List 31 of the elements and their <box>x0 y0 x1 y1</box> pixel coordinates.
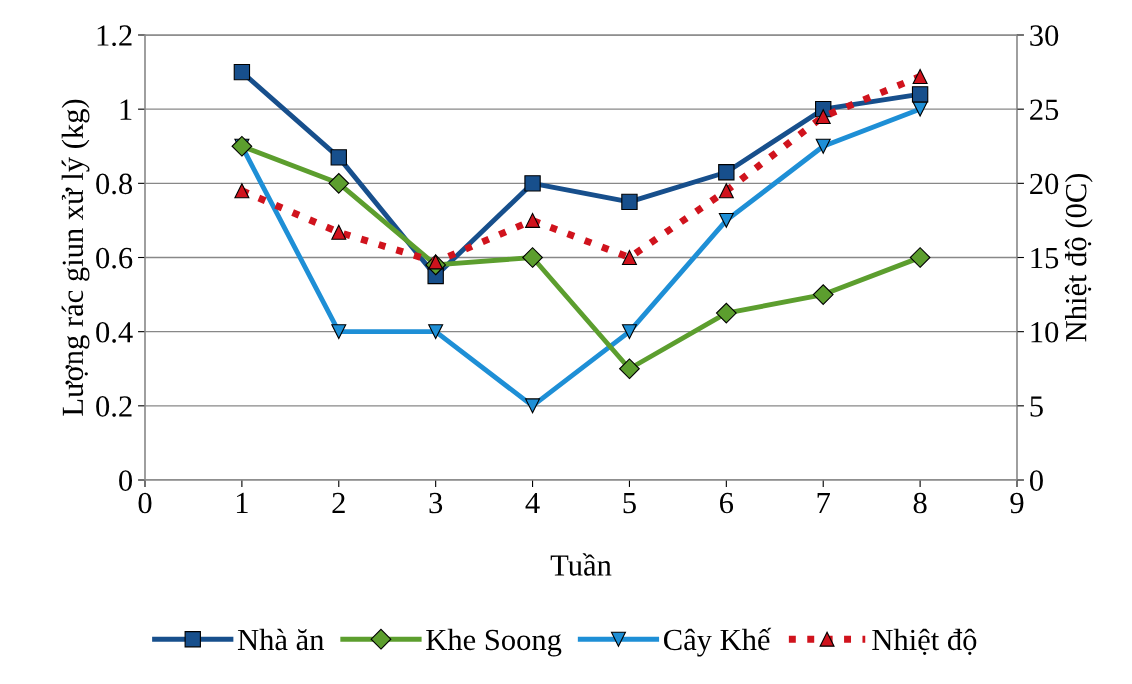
y2-tick-label: 10 <box>1031 321 1059 343</box>
y-tick-label: 1.2 <box>97 25 132 47</box>
y-tick-label: 0.2 <box>96 396 132 417</box>
legend-label: Nhiệt độ <box>872 628 977 655</box>
y2-tick-label: 5 <box>1030 396 1043 417</box>
x-tick-label: 4 <box>525 492 540 514</box>
x-tick-label: 7 <box>817 493 830 514</box>
y2-tick-label: 30 <box>1030 25 1059 46</box>
x-tick-label: 2 <box>332 492 345 514</box>
x-tick-label: 3 <box>429 492 443 514</box>
x-axis-title: Tuần <box>550 553 612 576</box>
y2-tick-label: 0 <box>1029 470 1043 491</box>
legend-label: Cây Khế <box>664 627 772 657</box>
y-axis-title: Lượng rác giun xử lý (kg) <box>61 99 90 416</box>
y-tick-label: 0 <box>119 470 133 491</box>
x-tick-label: 5 <box>623 493 636 514</box>
x-tick-label: 9 <box>1010 492 1024 514</box>
y2-tick-label: 15 <box>1031 247 1059 269</box>
y2-tick-label: 25 <box>1030 99 1059 121</box>
y-tick-label: 0.8 <box>96 173 133 195</box>
x-tick-label: 8 <box>913 492 927 514</box>
y-tick-label: 0.4 <box>96 321 133 343</box>
x-tick-label: 0 <box>138 492 152 514</box>
y2-tick-label: 20 <box>1030 173 1059 195</box>
y-tick-label: 0.6 <box>96 247 133 269</box>
x-tick-label: 1 <box>236 492 248 514</box>
x-tick-label: 6 <box>720 492 734 514</box>
legend-label: Khe Soong <box>426 628 562 657</box>
y2-axis-title: Nhiệt độ (0C) <box>1064 173 1093 342</box>
legend-label: Nhà ăn <box>237 628 324 651</box>
y-tick-label: 1 <box>120 99 132 120</box>
